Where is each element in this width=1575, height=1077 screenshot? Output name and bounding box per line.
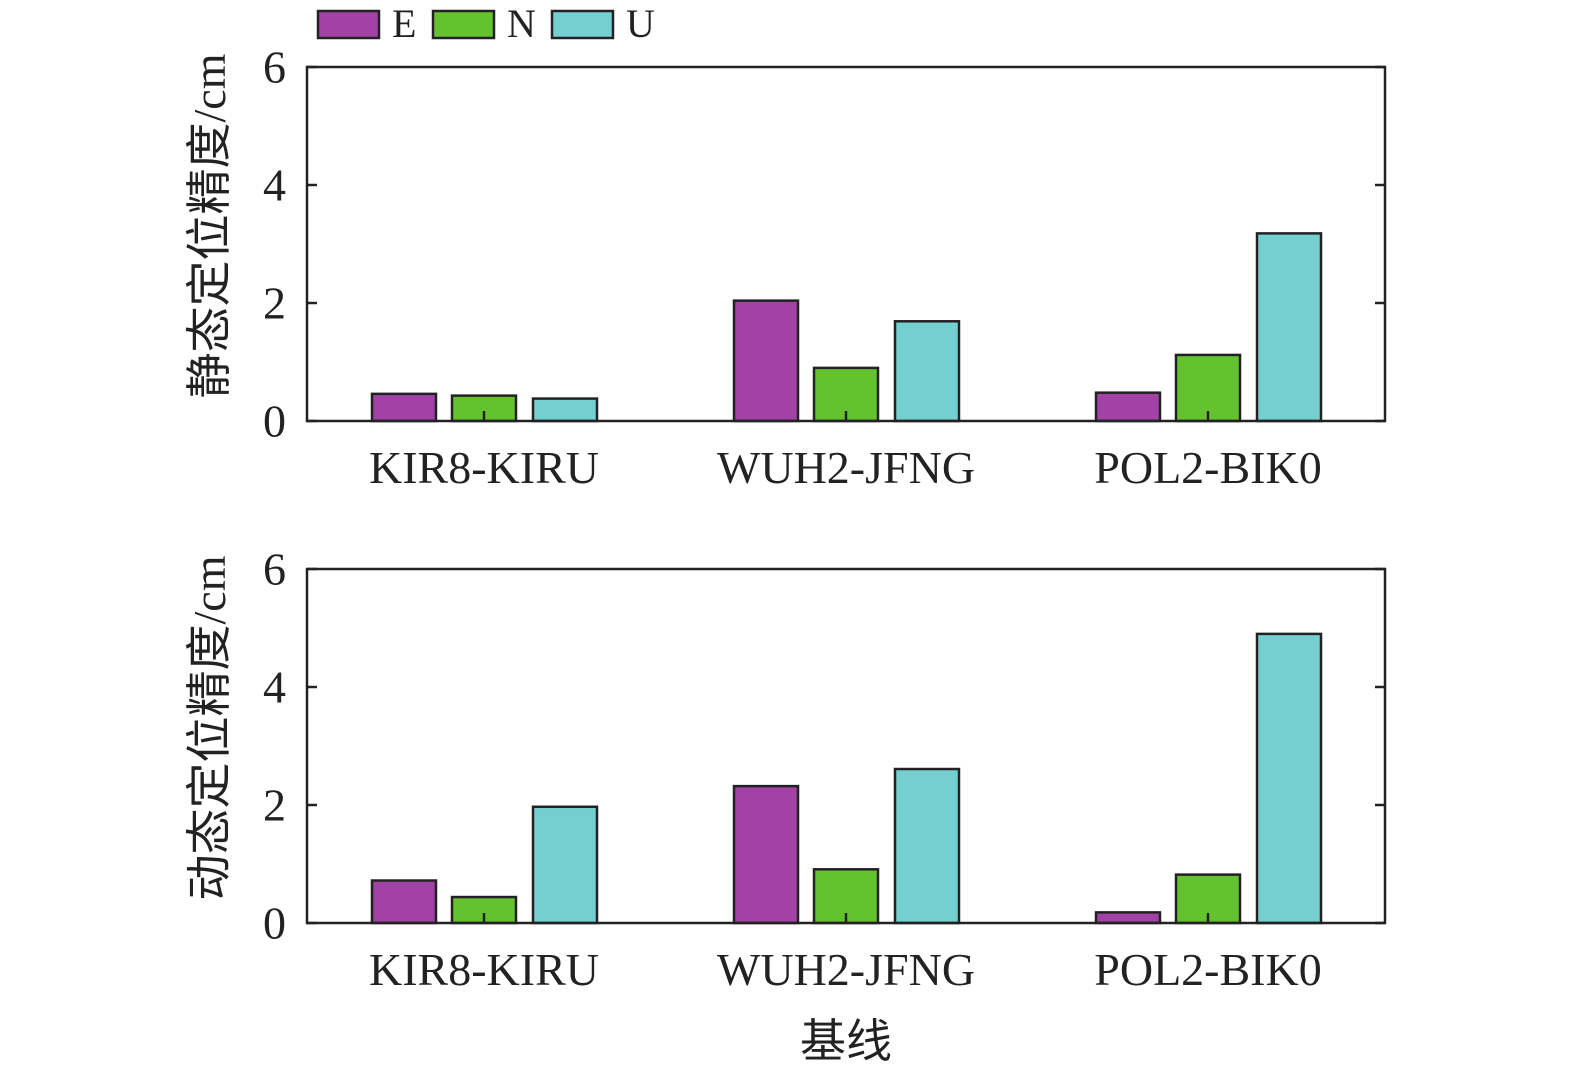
panel-static-ytick-label-4: 4 bbox=[263, 160, 286, 211]
panel-dynamic-bar-e-1 bbox=[732, 784, 800, 925]
panel-dynamic-bar-u-2 bbox=[1255, 632, 1323, 925]
legend-swatch-e bbox=[316, 9, 381, 40]
panel-dynamic-xtick-label-2: POL2-BIK0 bbox=[1094, 944, 1321, 995]
panel-dynamic-xtick-label-0: KIR8-KIRU bbox=[369, 944, 599, 995]
panel-static-bar-e-0 bbox=[370, 392, 438, 423]
panel-dynamic-bar-e-0 bbox=[370, 879, 438, 925]
panel-dynamic-y-axis-label: 动态定位精度/cm bbox=[184, 555, 235, 900]
legend-swatch-n bbox=[431, 9, 496, 40]
panel-static-bar-u-1 bbox=[893, 320, 961, 423]
panel-static-y-axis-label: 静态定位精度/cm bbox=[184, 53, 235, 398]
panel-static-ytick-label-6: 6 bbox=[263, 42, 286, 93]
panel-static-bar-e-1 bbox=[732, 299, 800, 423]
legend-swatch-u bbox=[550, 9, 615, 40]
panel-static-bar-u-2 bbox=[1255, 232, 1323, 423]
panel-dynamic-x-axis-label: 基线 bbox=[800, 1016, 892, 1067]
legend-label-e: E bbox=[392, 1, 416, 46]
panel-dynamic-bar-e-2 bbox=[1094, 911, 1162, 925]
panel-static-xtick-label-0: KIR8-KIRU bbox=[369, 442, 599, 493]
panel-static-xtick-label-1: WUH2-JFNG bbox=[717, 442, 975, 493]
panel-static-ytick-label-2: 2 bbox=[263, 278, 286, 329]
legend-label-u: U bbox=[626, 1, 655, 46]
panel-static-bar-u-0 bbox=[531, 397, 599, 423]
panel-static-bar-e-2 bbox=[1094, 391, 1162, 423]
panel-dynamic-ytick-label-2: 2 bbox=[263, 780, 286, 831]
panel-static-ytick-label-0: 0 bbox=[263, 396, 286, 447]
panel-static-xtick-label-2: POL2-BIK0 bbox=[1094, 442, 1321, 493]
panel-dynamic-bar-u-1 bbox=[893, 767, 961, 925]
panel-dynamic-bar-u-0 bbox=[531, 805, 599, 925]
legend-label-n: N bbox=[507, 1, 536, 46]
panel-dynamic-ytick-label-6: 6 bbox=[263, 544, 286, 595]
panel-dynamic-ytick-label-4: 4 bbox=[263, 662, 286, 713]
panel-dynamic-xtick-label-1: WUH2-JFNG bbox=[717, 944, 975, 995]
panel-dynamic-ytick-label-0: 0 bbox=[263, 898, 286, 949]
